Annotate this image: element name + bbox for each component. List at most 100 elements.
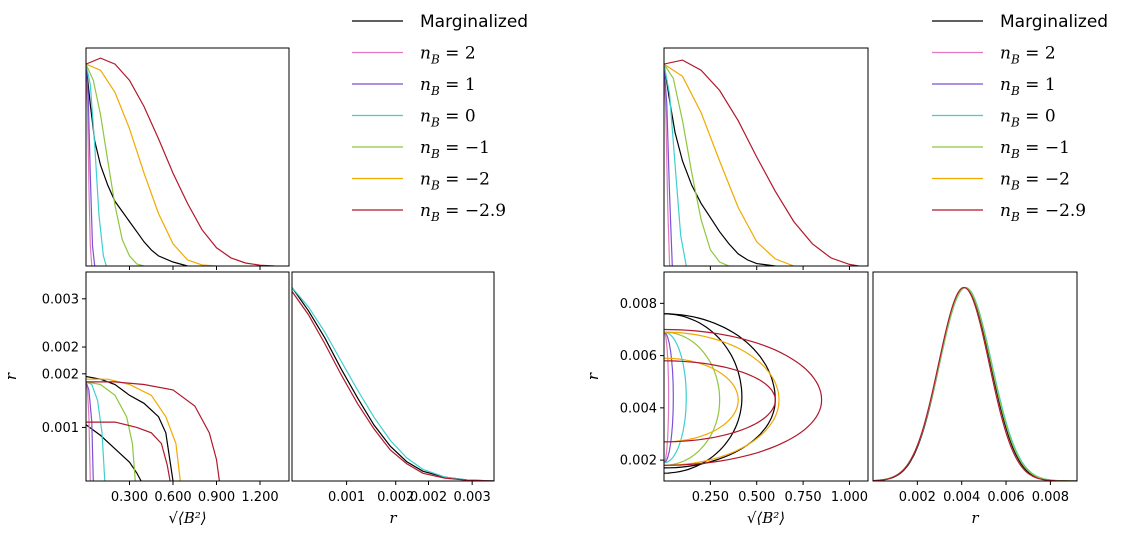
series-line-1-1: [664, 64, 671, 266]
curves: [873, 286, 1077, 481]
contour-0-0: [664, 313, 743, 474]
x-axis-label: r: [971, 509, 979, 527]
series-line-1-1: [86, 64, 93, 266]
legend-entry: nB = −1: [932, 138, 1070, 161]
legend-entry: nB = 0: [932, 107, 1056, 130]
series-line-5-5: [664, 63, 795, 266]
x-tick-label: 0.003: [454, 490, 491, 505]
legend-entry: nB = −1: [352, 138, 490, 161]
density-0-0: [873, 286, 1077, 481]
x-tick-label: 0.600: [154, 490, 191, 505]
x-tick-label: 0.006: [987, 490, 1024, 505]
legend-entry: nB = 0: [352, 107, 476, 130]
legend-left: Marginalized nB = 2 nB = 1 nB = 0 nB = −1 nB …: [352, 12, 528, 224]
series-line-6-2: [292, 291, 494, 481]
legend-label: Marginalized: [420, 12, 528, 32]
legend-label: nB = 1: [1000, 75, 1056, 98]
series-line-0-0: [664, 64, 776, 266]
legend-entry: nB = −2.9: [932, 201, 1086, 224]
density-3-1: [873, 287, 1077, 481]
legend-entry: nB = −2.9: [352, 201, 506, 224]
y-axis-label: r: [584, 372, 602, 380]
y-tick-label: 0.004: [620, 401, 657, 416]
legend-right: Marginalized nB = 2 nB = 1 nB = 0 nB = −1 nB …: [932, 12, 1108, 224]
contour-6-8: [664, 360, 776, 443]
y-tick-label: 0.001: [42, 421, 79, 436]
x-axis-label: √⟨B²⟩: [168, 509, 206, 527]
legend-entry: nB = −2: [932, 170, 1070, 193]
series-line-5-5: [86, 63, 217, 266]
legend-label: nB = −2.9: [420, 201, 506, 224]
x-axis-label: √⟨B²⟩: [747, 509, 785, 527]
legend-label: nB = 1: [420, 75, 476, 98]
x-tick-label: 0.002: [377, 490, 414, 505]
x-tick-label: 0.002: [899, 490, 936, 505]
series-line-4-5: [86, 381, 136, 481]
panel-right-bottom-left: 0.250 0.500 0.750 1.000 0.002 0.004 0.006 0.008…: [584, 271, 869, 527]
x-tick-label: 0.001: [328, 490, 365, 505]
series-line-3-4: [86, 381, 106, 481]
contour-5-6: [664, 357, 739, 443]
series-line-6-6: [664, 59, 859, 266]
curves: [292, 287, 494, 481]
axes-frame: [663, 47, 869, 267]
series-line-3-3: [86, 63, 107, 266]
y-tick-label: 0.003: [42, 292, 79, 307]
series-line-5-6: [86, 378, 181, 481]
legend-label: nB = −1: [420, 138, 490, 161]
legend-entry: Marginalized: [932, 12, 1108, 32]
y-tick-label: 0.006: [620, 349, 657, 364]
panel-left-top: [85, 47, 290, 270]
y-tick-label: 0.002: [42, 367, 79, 382]
curves: [664, 59, 859, 266]
panel-left-bottom-left: 0.300 0.600 0.900 1.200 0.001 0.002 0.002 0.003…: [2, 271, 290, 527]
legend-label: nB = 0: [1000, 107, 1056, 130]
panel-right-bottom-right: 0.002 0.004 0.006 0.008 r: [872, 271, 1078, 527]
legend-label: nB = −1: [1000, 138, 1070, 161]
legend-entry: nB = −2: [352, 170, 490, 193]
x-tick-label: 0.900: [198, 490, 235, 505]
legend-entry: nB = 2: [352, 44, 476, 67]
panels: 0.300 0.600 0.900 1.2000.0010.0020.0020.003…: [2, 47, 1078, 527]
x-tick-label: 0.002: [410, 490, 447, 505]
series-line-6-7: [86, 381, 220, 481]
axes-frame: [291, 271, 495, 482]
legend-label: nB = −2: [420, 170, 490, 193]
series-line-1-2: [86, 381, 91, 481]
legend-label: nB = −2: [1000, 170, 1070, 193]
x-axis-label: r: [389, 509, 397, 527]
legend-entry: nB = 1: [932, 75, 1056, 98]
series-line-2-3: [86, 381, 94, 481]
curves: [86, 375, 220, 481]
panel-right-top: [663, 47, 869, 270]
axes-frame: [872, 271, 1078, 482]
legend-entry: nB = 2: [932, 44, 1056, 67]
series-line-6-6: [86, 57, 275, 266]
contour-5-7: [664, 331, 780, 466]
series-line-3-3: [664, 63, 687, 266]
y-axis-label: r: [2, 372, 20, 380]
curves: [664, 313, 823, 474]
series-line-4-4: [86, 63, 145, 266]
contour-4-5: [664, 331, 721, 466]
x-tick-label: 0.250: [692, 490, 729, 505]
legend-entry: Marginalized: [352, 12, 528, 32]
series-line-0-0: [86, 375, 174, 481]
series-line-2-2: [86, 64, 96, 266]
y-tick-label: 0.002: [620, 454, 657, 469]
series-line-3-1: [292, 287, 494, 481]
curves: [86, 57, 275, 266]
y-tick-label: 0.008: [620, 297, 657, 312]
series-line-4-4: [664, 63, 730, 266]
series-line-6-8: [86, 421, 171, 481]
x-tick-label: 0.004: [943, 490, 980, 505]
contour-6-9: [664, 328, 823, 466]
axes-frame: [663, 271, 869, 482]
legend-entry: nB = 1: [352, 75, 476, 98]
series-line-0-0: [86, 64, 188, 266]
x-tick-label: 1.200: [241, 490, 278, 505]
x-tick-label: 1.000: [831, 490, 868, 505]
axes-frame: [85, 271, 290, 482]
